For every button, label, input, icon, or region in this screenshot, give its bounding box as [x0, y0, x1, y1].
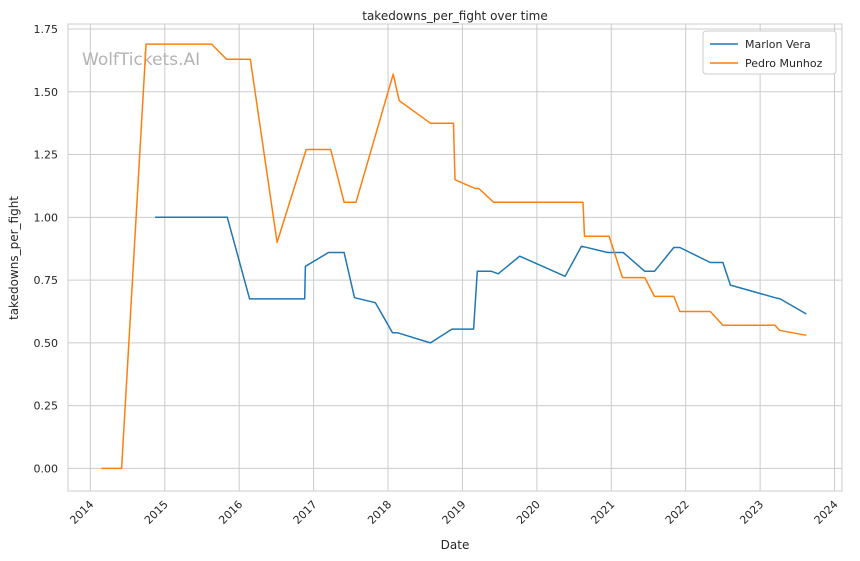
x-tick-label: 2018: [365, 498, 394, 527]
x-tick-label: 2014: [67, 498, 96, 527]
x-tick-label: 2017: [291, 498, 320, 527]
y-tick-label: 0.00: [34, 462, 59, 475]
x-tick-label: 2024: [812, 498, 841, 527]
x-tick-label: 2023: [737, 498, 766, 527]
plot-area: [67, 23, 843, 492]
series-line-marlon-vera: [155, 216, 807, 344]
x-tick-label: 2015: [142, 498, 171, 527]
y-tick-label: 0.75: [34, 274, 59, 287]
y-tick-label: 0.50: [34, 337, 59, 350]
series-layer: [101, 43, 807, 470]
x-tick-label: 2022: [663, 498, 692, 527]
y-tick-label: 0.25: [34, 400, 59, 413]
y-axis-label: takedowns_per_fight: [7, 196, 21, 320]
legend-label: Pedro Munhoz: [745, 57, 823, 70]
x-tick-label: 2021: [588, 498, 617, 527]
series-line-pedro-munhoz: [101, 43, 807, 470]
legend: Marlon Vera Pedro Munhoz: [702, 30, 837, 75]
y-tick-label: 1.50: [34, 86, 59, 99]
y-tick-label: 1.75: [34, 23, 59, 36]
x-axis-label: Date: [441, 538, 470, 552]
x-tick-label: 2020: [514, 498, 543, 527]
watermark: WolfTickets.AI: [82, 50, 200, 70]
chart-title: takedowns_per_fight over time: [362, 9, 548, 23]
legend-label: Marlon Vera: [745, 38, 811, 51]
x-tick-label: 2019: [440, 498, 469, 527]
y-tick-label: 1.00: [34, 211, 59, 224]
x-tick-label: 2016: [216, 498, 245, 527]
y-tick-label: 1.25: [34, 149, 59, 162]
